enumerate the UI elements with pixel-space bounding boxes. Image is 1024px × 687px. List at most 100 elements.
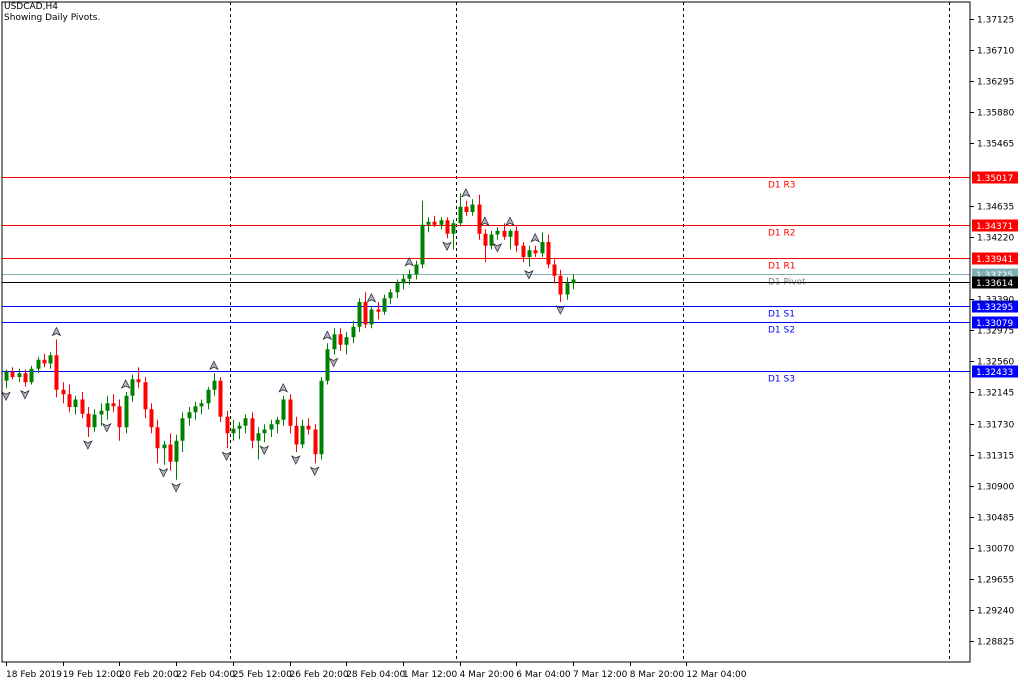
fractal-up-9 bbox=[505, 216, 515, 227]
candle-body-80 bbox=[508, 230, 513, 237]
candle-body-69 bbox=[439, 220, 444, 225]
candle-body-66 bbox=[420, 224, 425, 265]
pivot-price-box-0 bbox=[972, 171, 1018, 184]
chart-subtitle: Showing Daily Pivots. bbox=[4, 13, 101, 23]
candle-body-78 bbox=[495, 230, 500, 235]
y-tick-label-17: 1.29240 bbox=[977, 607, 1014, 617]
y-tick-label-0: 1.37125 bbox=[977, 16, 1014, 26]
candle-body-60 bbox=[382, 298, 387, 312]
candle-body-12 bbox=[80, 399, 85, 414]
fractal-down-4 bbox=[158, 467, 169, 478]
candle-body-88 bbox=[558, 275, 563, 295]
fractal-down-11 bbox=[442, 241, 452, 252]
pivot-name-0: D1 R3 bbox=[768, 181, 796, 191]
y-tick-label-16: 1.29655 bbox=[977, 576, 1014, 586]
candle-body-9 bbox=[61, 389, 66, 395]
fractal-down-13 bbox=[524, 269, 534, 280]
fractal-down-5 bbox=[171, 482, 181, 493]
fractal-down-6 bbox=[221, 451, 232, 462]
candle-body-48 bbox=[306, 425, 311, 430]
candle-body-49 bbox=[313, 429, 318, 455]
fractals-layer bbox=[1, 187, 566, 493]
fractal-up-5 bbox=[366, 292, 377, 303]
x-tick-label-4: 25 Feb 12:00 bbox=[233, 670, 292, 680]
x-tick-label-3: 22 Feb 04:00 bbox=[176, 670, 235, 680]
candle-body-90 bbox=[571, 279, 576, 284]
candle-body-6 bbox=[42, 359, 47, 364]
fractal-up-0 bbox=[51, 326, 62, 337]
candle-body-15 bbox=[99, 410, 104, 415]
candle-body-21 bbox=[136, 379, 141, 383]
pivot-name-1: D1 R2 bbox=[768, 229, 796, 239]
candle-body-86 bbox=[546, 242, 551, 265]
candles-layer bbox=[4, 193, 576, 480]
candle-body-37 bbox=[237, 425, 242, 429]
pivot-price-label-4: 1.33295 bbox=[976, 303, 1013, 313]
current-price-label: 1.33614 bbox=[976, 279, 1013, 289]
fractal-down-9 bbox=[309, 466, 320, 477]
candle-body-53 bbox=[338, 334, 343, 345]
x-tick-label-5: 26 Feb 20:00 bbox=[290, 670, 349, 680]
x-tick-label-8: 4 Mar 20:00 bbox=[460, 670, 515, 680]
candle-body-89 bbox=[565, 283, 570, 295]
pivot-price-label-3: 1.33725 bbox=[976, 271, 1013, 281]
candle-body-26 bbox=[168, 444, 173, 462]
fractal-down-3 bbox=[102, 422, 112, 433]
candle-body-19 bbox=[124, 395, 129, 428]
candle-body-13 bbox=[86, 413, 91, 428]
pivot-price-label-5: 1.33079 bbox=[976, 319, 1013, 329]
candle-body-84 bbox=[533, 250, 538, 254]
candle-body-52 bbox=[332, 334, 337, 350]
candle-body-83 bbox=[527, 250, 532, 257]
y-tick-label-11: 1.31730 bbox=[977, 421, 1014, 431]
fractal-down-14 bbox=[555, 305, 566, 315]
candle-body-27 bbox=[174, 440, 179, 462]
fractal-up-4 bbox=[322, 330, 333, 341]
current-price-box bbox=[972, 276, 1018, 289]
candle-body-57 bbox=[363, 302, 368, 325]
y-tick-label-10: 1.32145 bbox=[977, 389, 1014, 399]
fractal-down-0 bbox=[1, 391, 11, 402]
candle-body-68 bbox=[432, 221, 437, 225]
y-tick-label-1: 1.36710 bbox=[977, 47, 1014, 57]
candle-body-28 bbox=[180, 418, 185, 441]
candle-body-70 bbox=[445, 220, 450, 234]
candle-body-23 bbox=[149, 409, 154, 428]
candle-body-62 bbox=[395, 283, 400, 293]
fractal-down-12 bbox=[492, 242, 503, 253]
candle-body-42 bbox=[269, 424, 274, 430]
y-tick-label-2: 1.36295 bbox=[977, 78, 1014, 88]
candle-body-54 bbox=[344, 337, 349, 345]
candle-body-20 bbox=[130, 379, 135, 396]
fractal-up-2 bbox=[209, 360, 219, 371]
candle-body-4 bbox=[29, 368, 34, 383]
chart-title: USDCAD,H4 bbox=[4, 2, 58, 12]
y-tick-label-9: 1.32560 bbox=[977, 358, 1014, 368]
grid-layer bbox=[230, 2, 950, 662]
candle-body-8 bbox=[54, 355, 59, 390]
y-tick-label-7: 1.33390 bbox=[977, 296, 1014, 306]
candle-body-36 bbox=[231, 428, 236, 434]
fractal-down-2 bbox=[83, 440, 93, 450]
pivot-name-4: D1 S1 bbox=[768, 310, 795, 320]
candle-body-50 bbox=[319, 380, 324, 455]
candle-body-3 bbox=[23, 373, 28, 383]
y-tick-label-8: 1.32975 bbox=[977, 327, 1014, 337]
candle-body-2 bbox=[17, 373, 22, 377]
fractal-down-1 bbox=[20, 389, 30, 400]
candle-body-32 bbox=[206, 389, 211, 404]
x-tick-label-2: 20 Feb 20:00 bbox=[119, 670, 178, 680]
candle-body-40 bbox=[256, 433, 261, 441]
pivot-price-box-2 bbox=[972, 252, 1018, 265]
candle-body-38 bbox=[243, 418, 248, 426]
pivot-name-6: D1 S3 bbox=[768, 375, 795, 385]
candle-body-34 bbox=[218, 380, 223, 417]
x-tick-label-1: 19 Feb 12:00 bbox=[63, 670, 122, 680]
candle-body-11 bbox=[73, 399, 78, 407]
candle-body-46 bbox=[294, 425, 299, 445]
pivot-price-box-6 bbox=[972, 365, 1018, 378]
candle-body-7 bbox=[48, 355, 53, 364]
candle-body-67 bbox=[426, 221, 431, 225]
candle-body-74 bbox=[470, 204, 475, 212]
